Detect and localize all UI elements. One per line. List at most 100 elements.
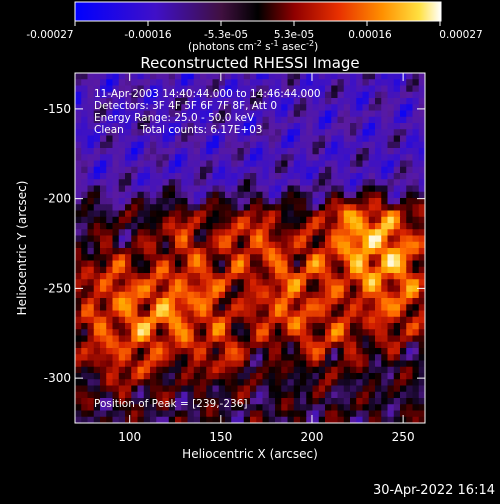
heatmap-cell (381, 335, 389, 343)
heatmap-cell (212, 235, 220, 243)
heatmap-cell (306, 85, 314, 93)
heatmap-cell (375, 85, 382, 93)
heatmap-cell (231, 141, 239, 149)
heatmap-cell (181, 241, 189, 249)
heatmap-cell (318, 185, 326, 193)
heatmap-cell (106, 360, 114, 368)
heatmap-cell (200, 91, 207, 99)
heatmap-cell (312, 354, 320, 362)
heatmap-cell (318, 266, 326, 274)
heatmap-cell (406, 110, 414, 118)
heatmap-cell (87, 285, 95, 293)
heatmap-cell (256, 185, 264, 193)
heatmap-cell (312, 316, 320, 324)
heatmap-cell (331, 354, 339, 362)
heatmap-cell (325, 154, 332, 162)
heatmap-cell (175, 110, 182, 118)
heatmap-cell (275, 204, 282, 212)
heatmap-cell (118, 366, 126, 374)
heatmap-cell (306, 173, 314, 180)
heatmap-cell (125, 298, 132, 305)
heatmap-cell (256, 279, 264, 287)
heatmap-cell (118, 310, 126, 318)
heatmap-cell (137, 154, 145, 162)
heatmap-cell (356, 210, 364, 218)
heatmap-cell (212, 291, 220, 299)
heatmap-cell (150, 398, 157, 405)
heatmap-cell (168, 316, 176, 324)
heatmap-cell (87, 404, 95, 412)
heatmap-cell (356, 216, 364, 224)
heatmap-cell (93, 360, 101, 368)
heatmap-cell (287, 341, 295, 349)
heatmap-cell (187, 229, 195, 237)
heatmap-cell (281, 216, 289, 224)
heatmap-cell (143, 304, 151, 312)
heatmap-cell (293, 154, 301, 162)
heatmap-cell (250, 185, 257, 193)
heatmap-cell (87, 316, 95, 324)
heatmap-cell (400, 141, 407, 149)
heatmap-cell (287, 191, 295, 199)
heatmap-cell (256, 248, 264, 255)
heatmap-cell (137, 335, 145, 343)
heatmap-cell (225, 185, 232, 193)
heatmap-cell (206, 410, 214, 418)
heatmap-cell (362, 223, 370, 230)
heatmap-cell (168, 298, 176, 305)
heatmap-cell (281, 241, 289, 249)
heatmap-cell (237, 241, 245, 249)
heatmap-cell (168, 398, 176, 405)
heatmap-cell (400, 354, 407, 362)
heatmap-cell (231, 410, 239, 418)
heatmap-cell (231, 191, 239, 199)
heatmap-cell (262, 223, 270, 230)
heatmap-cell (137, 166, 145, 174)
heatmap-cell (406, 360, 414, 368)
heatmap-cell (168, 216, 176, 224)
heatmap-cell (187, 341, 195, 349)
heatmap-cell (175, 298, 182, 305)
heatmap-cell (175, 98, 182, 105)
heatmap-cell (118, 85, 126, 93)
heatmap-cell (150, 135, 157, 143)
heatmap-cell (281, 79, 289, 87)
heatmap-cell (175, 123, 182, 130)
heatmap-cell (93, 198, 101, 205)
heatmap-cell (181, 391, 189, 399)
heatmap-cell (168, 285, 176, 293)
heatmap-cell (375, 260, 382, 268)
heatmap-cell (343, 354, 351, 362)
heatmap-cell (418, 179, 425, 187)
heatmap-cell (87, 373, 95, 380)
heatmap-cell (206, 85, 214, 93)
heatmap-cell (100, 410, 107, 418)
heatmap-cell (368, 354, 376, 362)
heatmap-cell (137, 266, 145, 274)
heatmap-cell (362, 341, 370, 349)
heatmap-cell (81, 235, 89, 243)
heatmap-cell (356, 304, 364, 312)
heatmap-cell (256, 135, 264, 143)
heatmap-cell (125, 373, 132, 380)
heatmap-cell (325, 166, 332, 174)
heatmap-cell (287, 141, 295, 149)
heatmap-cell (162, 410, 170, 418)
heatmap-cell (181, 79, 189, 87)
heatmap-cell (206, 329, 214, 337)
heatmap-cell (137, 341, 145, 349)
heatmap-cell (150, 248, 157, 255)
heatmap-cell (312, 366, 320, 374)
heatmap-cell (412, 329, 420, 337)
heatmap-cell (293, 354, 301, 362)
heatmap-cell (93, 404, 101, 412)
heatmap-cell (325, 204, 332, 212)
heatmap-cell (206, 191, 214, 199)
heatmap-cell (256, 173, 264, 180)
heatmap-cell (218, 335, 226, 343)
heatmap-cell (275, 279, 282, 287)
heatmap-cell (218, 110, 226, 118)
heatmap-cell (75, 285, 82, 293)
heatmap-cell (200, 223, 207, 230)
heatmap-cell (137, 385, 145, 393)
